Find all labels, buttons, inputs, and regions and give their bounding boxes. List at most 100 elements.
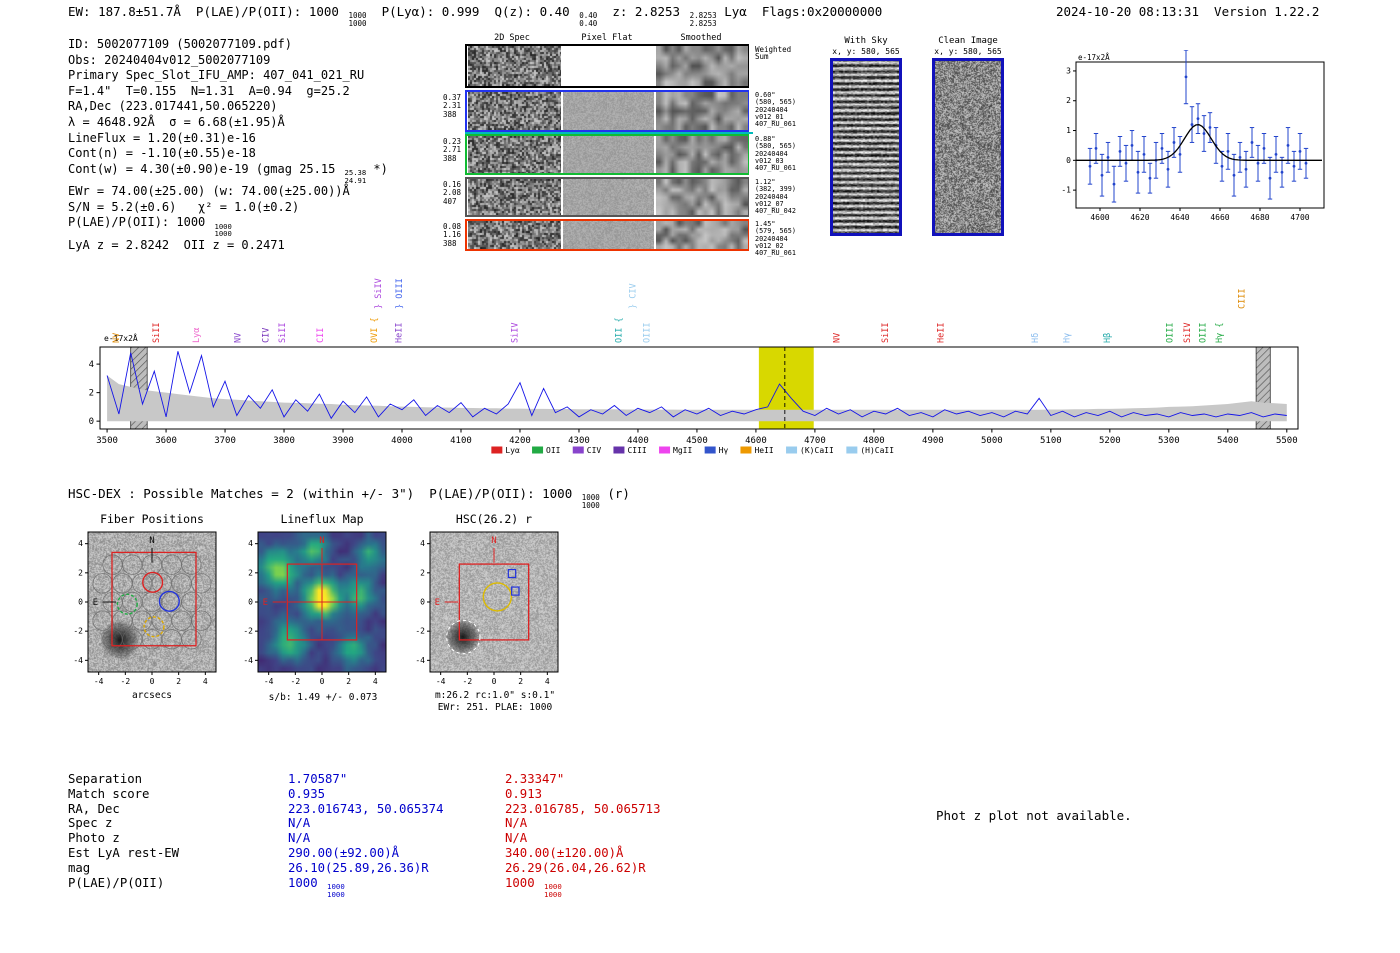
weight-value: 0.08	[443, 222, 462, 231]
y-tick-label: -2	[73, 627, 83, 636]
emission-line-label: Hγ	[1063, 333, 1073, 343]
data-point	[1088, 164, 1092, 168]
legend-swatch	[532, 446, 544, 454]
match-row-label: Separation	[68, 772, 143, 786]
row-info-line: 20240404	[755, 105, 788, 114]
text-segment: N/A	[288, 831, 311, 846]
selected-fiber-circle	[143, 616, 165, 638]
match-table: Separation 1.70587" 2.33347" Match score 0.9…	[68, 772, 868, 902]
x-tick-label: 0	[492, 677, 497, 686]
match-candidate-1-value: 0.935	[288, 787, 325, 801]
match-candidate-2-value: 0.913	[505, 787, 542, 801]
x-tick-label: 4700	[1290, 213, 1309, 222]
spec2d-row: 0.37 2.31 388 0.60" (580, 565) 20240404 v012_0…	[443, 90, 796, 132]
spec2d-row-weights: 0.16 2.08 407	[443, 180, 467, 206]
fiber-circle	[131, 610, 153, 631]
legend-label: CIV	[587, 446, 602, 455]
fiber-circle	[92, 610, 113, 631]
x-tick-label: -4	[94, 677, 104, 686]
row-info-line: 20240404	[755, 192, 788, 201]
lineflux-map-title: Lineflux Map	[280, 512, 364, 526]
text-segment: P(LAE)/P(OII): 1000	[68, 215, 213, 230]
data-point	[1238, 155, 1242, 159]
data-point	[1130, 144, 1134, 147]
text-segment: Primary Spec_Slot_IFU_AMP: 407_041_021_R…	[68, 68, 365, 83]
x-tick-label: 4660	[1210, 213, 1229, 222]
x-tick-label: 3600	[155, 436, 177, 446]
legend-swatch	[572, 446, 584, 454]
info-block: ID: 5002077109 (5002077109.pdf) Obs: 2024…	[68, 37, 388, 253]
legend-label: (K)CaII	[800, 446, 834, 455]
fiber-circle	[92, 573, 113, 594]
data-point	[1184, 75, 1188, 79]
text-segment: 1.70587"	[288, 772, 348, 786]
text-segment: N/A	[505, 831, 528, 846]
spectrum-line	[106, 351, 1287, 420]
data-point	[1286, 144, 1290, 147]
weight-value: 2.71	[443, 145, 462, 155]
selected-fiber-circle	[116, 593, 138, 615]
weight-value: 1.16	[443, 230, 462, 240]
weight-value: 388	[443, 238, 457, 248]
data-point	[1196, 117, 1200, 121]
smoothed-image	[656, 221, 748, 249]
x-tick-label: 3700	[214, 436, 236, 446]
fraction-stack: 2.8253 2.8253	[689, 11, 717, 29]
weight-value: 0.16	[443, 180, 462, 189]
emission-line-label: CII	[316, 328, 326, 343]
fiber-circle	[171, 573, 192, 594]
y-tick-label: 2	[248, 568, 253, 577]
text-segment: Lyα Flags:0x20000000	[716, 4, 883, 19]
spec2d-image	[468, 92, 561, 130]
inset-plot-frame	[1075, 61, 1325, 209]
match-candidate-2-value: N/A	[505, 831, 527, 845]
legend-swatch	[846, 446, 858, 454]
x-tick-label: 5500	[1276, 436, 1298, 446]
smoothed-image	[656, 179, 748, 215]
emission-line-label: NV	[233, 333, 243, 343]
fraction-stack: 0.40 0.40	[579, 11, 598, 29]
fiber-positions-overlay: -4 -4 -2 -2 0 0 2 2 4 4 N E	[73, 531, 217, 686]
x-tick-label: 4640	[1170, 213, 1189, 222]
data-point	[1208, 126, 1212, 129]
text-segment: LyA z = 2.8242 OII z = 0.2471	[68, 237, 285, 252]
weight-value: 388	[443, 153, 457, 163]
x-tick-label: -4	[264, 677, 274, 686]
text-segment: 0.913	[505, 786, 543, 801]
clean-image-panel	[932, 58, 1004, 236]
x-tick-label: 2	[176, 677, 181, 686]
with-sky-panel	[830, 58, 902, 236]
text-segment: λ = 4648.92Å σ = 6.68(±1.95)Å	[68, 114, 285, 129]
match-candidate-1-value: 1.70587"	[288, 772, 347, 786]
match-candidate-2-value: 2.33347"	[505, 772, 564, 786]
text-segment: *)	[366, 161, 388, 176]
row-info-line: v012_02	[755, 241, 784, 250]
emission-line-label: SiIV	[1183, 323, 1193, 343]
info-line: LineFlux = 1.20(±0.31)e-16	[68, 131, 388, 147]
spec2d-row-info: Weighted Sum	[755, 46, 825, 61]
data-point	[1256, 161, 1260, 165]
gaussian-fit-line	[1076, 124, 1322, 161]
y-tick-label: -2	[243, 627, 253, 636]
data-point	[1292, 164, 1296, 168]
x-tick-label: 4	[373, 677, 378, 686]
emission-line-label: Lyα	[192, 328, 202, 343]
row-info-line: 407_RU_042	[755, 207, 796, 216]
spec2d-row-weights: 0.23 2.71 388	[443, 137, 467, 163]
emission-line-label: NV	[833, 333, 843, 343]
legend-swatch	[659, 446, 671, 454]
inset-ylabel: e-17x2Å	[1078, 53, 1110, 62]
x-tick-label: 3500	[96, 436, 118, 446]
data-point	[1124, 161, 1128, 165]
text-segment: 340.00(±120.00)Å	[505, 846, 624, 860]
spec2d-row-info: 1.45" (579, 565) 20240404 v012_02 407_RU_061	[755, 220, 825, 257]
y-tick-label: -1	[1061, 186, 1071, 195]
data-point	[1262, 147, 1266, 150]
row-info-line: 1.12"	[755, 178, 776, 186]
text-segment: ID: 5002077109 (5002077109.pdf)	[68, 37, 292, 51]
data-point	[1100, 173, 1104, 177]
text-segment: Cont(w) = 4.30(±0.90)e-19 (gmag 25.15	[68, 161, 343, 176]
fiber-circle	[171, 610, 192, 631]
spec2d-row: Weighted Sum	[465, 44, 791, 88]
data-point	[1178, 152, 1182, 156]
